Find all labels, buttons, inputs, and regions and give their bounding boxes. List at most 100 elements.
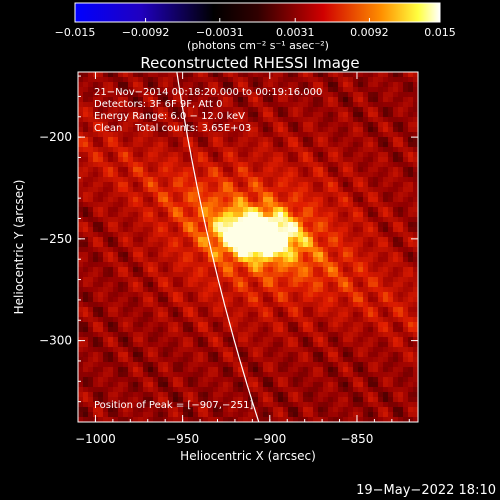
heatmap-cell: [263, 72, 269, 78]
heatmap-cell: [398, 117, 404, 123]
heatmap-cell: [173, 257, 179, 263]
heatmap-cell: [263, 267, 269, 273]
heatmap-cell: [333, 312, 339, 318]
heatmap-cell: [138, 227, 144, 233]
heatmap-cell: [188, 407, 194, 413]
heatmap-cell: [183, 112, 189, 118]
heatmap-cell: [228, 292, 234, 298]
heatmap-cell: [78, 102, 84, 108]
heatmap-cell: [343, 172, 349, 178]
heatmap-cell: [253, 347, 259, 353]
heatmap-cell: [353, 282, 359, 288]
heatmap-cell: [113, 417, 119, 422]
heatmap-cell: [198, 362, 204, 368]
heatmap-cell: [338, 417, 344, 422]
heatmap-cell: [403, 107, 409, 113]
heatmap-cell: [173, 307, 179, 313]
heatmap-cell: [198, 147, 204, 153]
heatmap-cell: [293, 292, 299, 298]
heatmap-cell: [273, 362, 279, 368]
heatmap-cell: [383, 387, 389, 393]
heatmap-cell: [363, 362, 369, 368]
heatmap-cell: [173, 297, 179, 303]
heatmap-cell: [133, 267, 139, 273]
heatmap-cell: [93, 112, 99, 118]
heatmap-cell: [333, 107, 339, 113]
heatmap-cell: [143, 412, 149, 418]
heatmap-cell: [293, 127, 299, 133]
heatmap-cell: [158, 217, 164, 223]
heatmap-cell: [183, 297, 189, 303]
heatmap-cell: [228, 302, 234, 308]
heatmap-cell: [348, 257, 354, 263]
heatmap-cell: [283, 252, 289, 258]
heatmap-cell: [168, 222, 174, 228]
heatmap-cell: [278, 237, 284, 243]
heatmap-cell: [103, 252, 109, 258]
heatmap-cell: [363, 372, 369, 378]
heatmap-cell: [83, 232, 89, 238]
heatmap-cell: [83, 277, 89, 283]
heatmap-cell: [283, 372, 289, 378]
heatmap-cell: [228, 372, 234, 378]
heatmap-cell: [298, 102, 304, 108]
heatmap-cell: [138, 357, 144, 363]
heatmap-cell: [403, 147, 409, 153]
heatmap-cell: [313, 362, 319, 368]
heatmap-cell: [248, 287, 254, 293]
heatmap-cell: [263, 147, 269, 153]
heatmap-cell: [208, 117, 214, 123]
heatmap-cell: [108, 167, 114, 173]
heatmap-cell: [393, 367, 399, 373]
heatmap-cell: [338, 117, 344, 123]
heatmap-cell: [198, 302, 204, 308]
heatmap-cell: [233, 162, 239, 168]
heatmap-cell: [108, 332, 114, 338]
heatmap-cell: [413, 337, 418, 343]
heatmap-cell: [368, 207, 374, 213]
heatmap-cell: [123, 137, 129, 143]
heatmap-cell: [93, 382, 99, 388]
heatmap-cell: [168, 77, 174, 83]
heatmap-cell: [153, 137, 159, 143]
heatmap-cell: [338, 227, 344, 233]
heatmap-cell: [198, 312, 204, 318]
heatmap-cell: [333, 72, 339, 78]
heatmap-cell: [363, 367, 369, 373]
heatmap-cell: [268, 87, 274, 93]
heatmap-cell: [218, 182, 224, 188]
heatmap-cell: [413, 302, 418, 308]
heatmap-cell: [308, 367, 314, 373]
heatmap-cell: [143, 137, 149, 143]
heatmap-cell: [253, 222, 259, 228]
heatmap-cell: [183, 147, 189, 153]
heatmap-cell: [388, 322, 394, 328]
heatmap-cell: [283, 302, 289, 308]
heatmap-cell: [193, 377, 199, 383]
heatmap-cell: [168, 262, 174, 268]
heatmap-cell: [133, 222, 139, 228]
heatmap-cell: [398, 207, 404, 213]
heatmap-cell: [83, 347, 89, 353]
heatmap-cell: [413, 252, 418, 258]
heatmap-cell: [373, 177, 379, 183]
heatmap-cell: [403, 342, 409, 348]
heatmap-cell: [288, 377, 294, 383]
heatmap-cell: [268, 147, 274, 153]
heatmap-cell: [333, 162, 339, 168]
heatmap-cell: [393, 297, 399, 303]
heatmap-cell: [138, 177, 144, 183]
heatmap-cell: [93, 197, 99, 203]
heatmap-cell: [328, 227, 334, 233]
heatmap-cell: [328, 152, 334, 158]
heatmap-cell: [113, 242, 119, 248]
heatmap-cell: [338, 177, 344, 183]
heatmap-cell: [88, 72, 94, 78]
heatmap-cell: [348, 387, 354, 393]
heatmap-cell: [348, 407, 354, 413]
x-tick-label: −950: [166, 432, 199, 446]
heatmap-cell: [283, 297, 289, 303]
heatmap-cell: [198, 72, 204, 78]
heatmap-cell: [298, 347, 304, 353]
heatmap-cell: [283, 397, 289, 403]
